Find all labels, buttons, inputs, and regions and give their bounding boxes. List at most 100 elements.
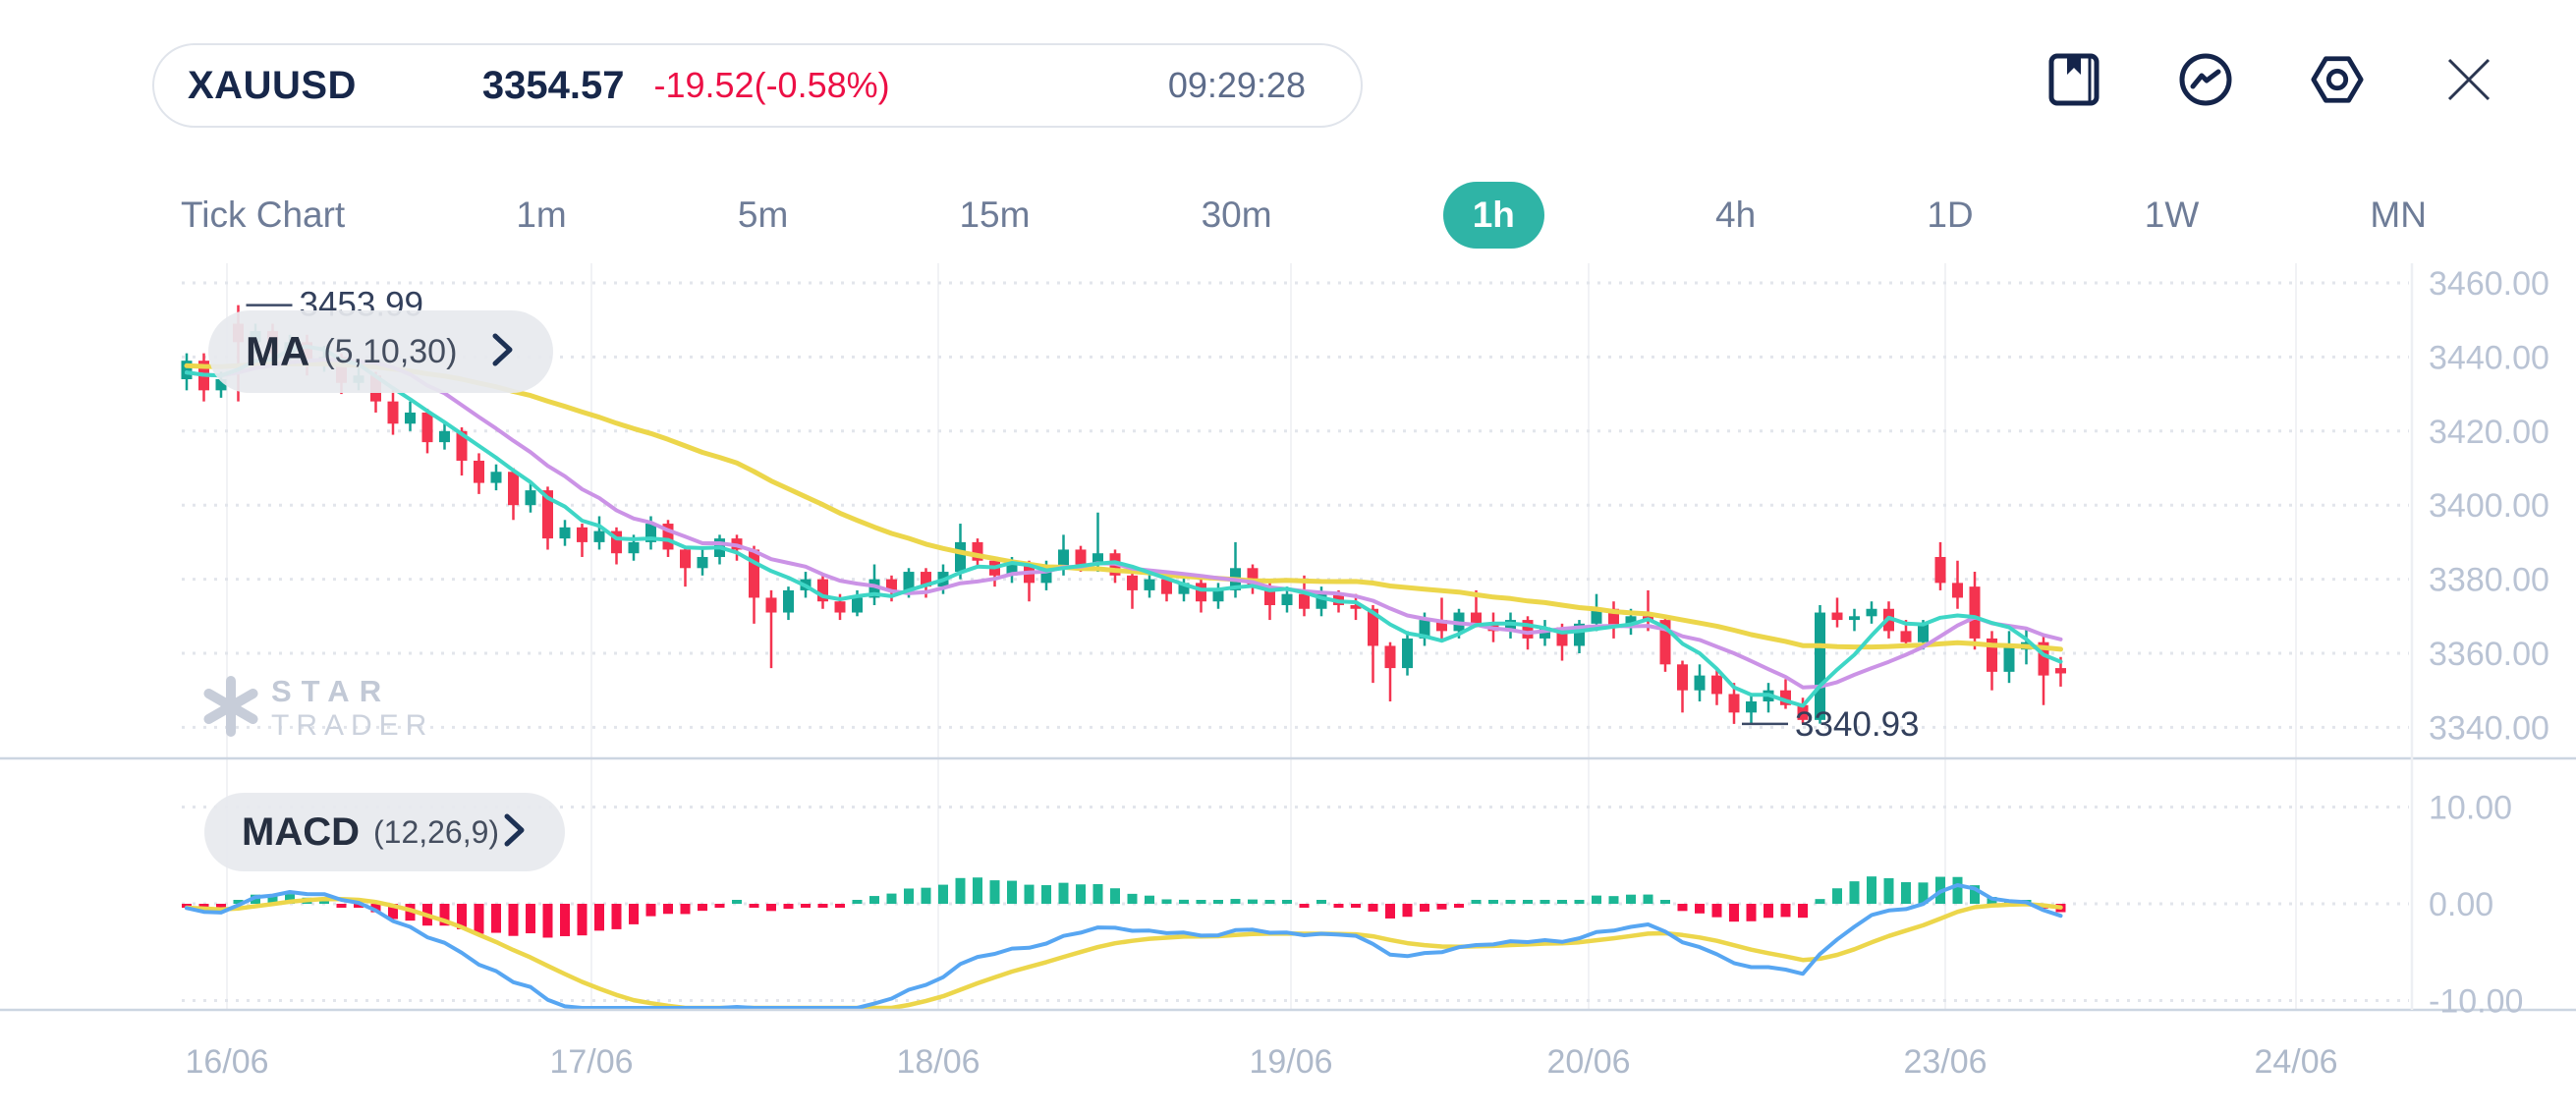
candle: [1952, 583, 1963, 598]
candle: [1092, 553, 1103, 565]
candle: [628, 541, 640, 554]
candle: [1127, 575, 1138, 590]
macd-indicator-pill[interactable]: MACD (12,26,9): [204, 793, 565, 871]
indicator-trend-icon[interactable]: [2177, 51, 2234, 108]
candle: [1264, 586, 1275, 605]
candle: [852, 597, 863, 613]
date-tick: 23/06: [1903, 1043, 1987, 1081]
candle: [1608, 608, 1619, 628]
price-change: -19.52(-0.58%): [653, 65, 890, 105]
candle: [421, 412, 433, 443]
candle: [1677, 664, 1688, 691]
candle: [1196, 583, 1206, 602]
macd-label: MACD: [242, 809, 360, 854]
server-time: 09:29:28: [1167, 65, 1306, 105]
macd-params: (12,26,9): [372, 813, 500, 850]
candle: [1797, 704, 1809, 720]
svg-text:0.00: 0.00: [2429, 886, 2493, 923]
candle: [387, 401, 399, 424]
candle: [1144, 579, 1155, 590]
timeframe-tabs: Tick Chart 1m 5m 15m 30m 1h 4h 1D 1W MN: [181, 180, 2427, 251]
ma-label: MA: [246, 328, 310, 374]
price-axis-labels: 3460.00 3440.00 3420.00 3400.00 3380.00 3360.…: [2429, 265, 2549, 1021]
candle: [749, 549, 759, 598]
candle: [1178, 583, 1190, 594]
svg-text:3440.00: 3440.00: [2429, 339, 2549, 376]
tab-15m[interactable]: 15m: [959, 195, 1031, 235]
chevron-right-icon: [502, 810, 528, 855]
candle: [1522, 620, 1534, 639]
candle: [1815, 612, 1825, 720]
candle: [1299, 593, 1310, 609]
candle: [2055, 668, 2066, 674]
candle: [2003, 645, 2015, 672]
tab-mn[interactable]: MN: [2370, 195, 2427, 235]
candle: [697, 556, 708, 569]
candle: [1161, 579, 1172, 594]
bookmark-book-icon[interactable]: [2045, 51, 2102, 108]
candle: [1831, 612, 1843, 621]
candle: [680, 549, 691, 569]
date-axis-labels: 16/06 17/06 18/06 19/06 20/06 23/06 24/06: [185, 1043, 2337, 1081]
tab-1m[interactable]: 1m: [516, 195, 567, 235]
header-toolbar: [2045, 51, 2497, 108]
symbol-name: XAUUSD: [188, 63, 357, 107]
candle: [577, 527, 588, 542]
svg-text:10.00: 10.00: [2429, 790, 2512, 827]
candle: [405, 412, 416, 424]
svg-text:3360.00: 3360.00: [2429, 636, 2549, 673]
tab-1w[interactable]: 1W: [2144, 195, 2200, 235]
candle: [1711, 675, 1722, 695]
close-icon[interactable]: [2440, 51, 2497, 108]
candle: [1900, 631, 1912, 642]
candle: [1746, 701, 1757, 713]
candle: [1384, 645, 1396, 669]
candle: [1918, 623, 1929, 642]
candle: [662, 524, 674, 550]
date-tick: 17/06: [549, 1043, 633, 1081]
chevron-right-icon: [490, 330, 516, 374]
candle: [181, 361, 193, 380]
candle: [215, 379, 227, 391]
candle: [1058, 549, 1069, 569]
candle: [921, 572, 931, 587]
candle: [474, 460, 484, 483]
tab-5m[interactable]: 5m: [737, 195, 789, 235]
tab-tick-chart[interactable]: Tick Chart: [181, 195, 346, 235]
candle: [645, 524, 656, 542]
candle: [886, 579, 897, 590]
date-tick: 16/06: [185, 1043, 268, 1081]
candle: [1075, 549, 1087, 565]
tab-1d[interactable]: 1D: [1927, 195, 1974, 235]
candle: [1247, 568, 1259, 587]
candle: [1969, 586, 1981, 639]
candle: [1866, 608, 1877, 617]
settings-hex-icon[interactable]: [2309, 51, 2366, 108]
candle: [439, 430, 450, 443]
candle: [1694, 675, 1706, 691]
svg-text:TRADER: TRADER: [271, 709, 433, 742]
date-tick: 20/06: [1546, 1043, 1630, 1081]
candle: [765, 597, 777, 613]
candle: [1281, 593, 1293, 605]
tab-4h[interactable]: 4h: [1715, 195, 1757, 235]
ma-indicator-pill[interactable]: MA (5,10,30): [208, 310, 553, 393]
candle: [542, 490, 553, 539]
candle: [1780, 690, 1791, 705]
tab-30m[interactable]: 30m: [1201, 195, 1272, 235]
ma-params: (5,10,30): [323, 332, 458, 370]
candle: [1040, 568, 1052, 584]
candle: [1212, 589, 1224, 602]
candle: [1591, 608, 1602, 624]
quote-header: XAUUSD 3354.57 -19.52(-0.58%) 09:29:28: [152, 43, 1363, 128]
candle: [1574, 623, 1585, 646]
candle: [1659, 620, 1671, 665]
svg-text:-10.00: -10.00: [2429, 983, 2523, 1021]
tab-1h[interactable]: 1h: [1442, 182, 1544, 249]
low-price-label: 3340.93: [1795, 705, 1920, 744]
svg-text:3380.00: 3380.00: [2429, 562, 2549, 599]
